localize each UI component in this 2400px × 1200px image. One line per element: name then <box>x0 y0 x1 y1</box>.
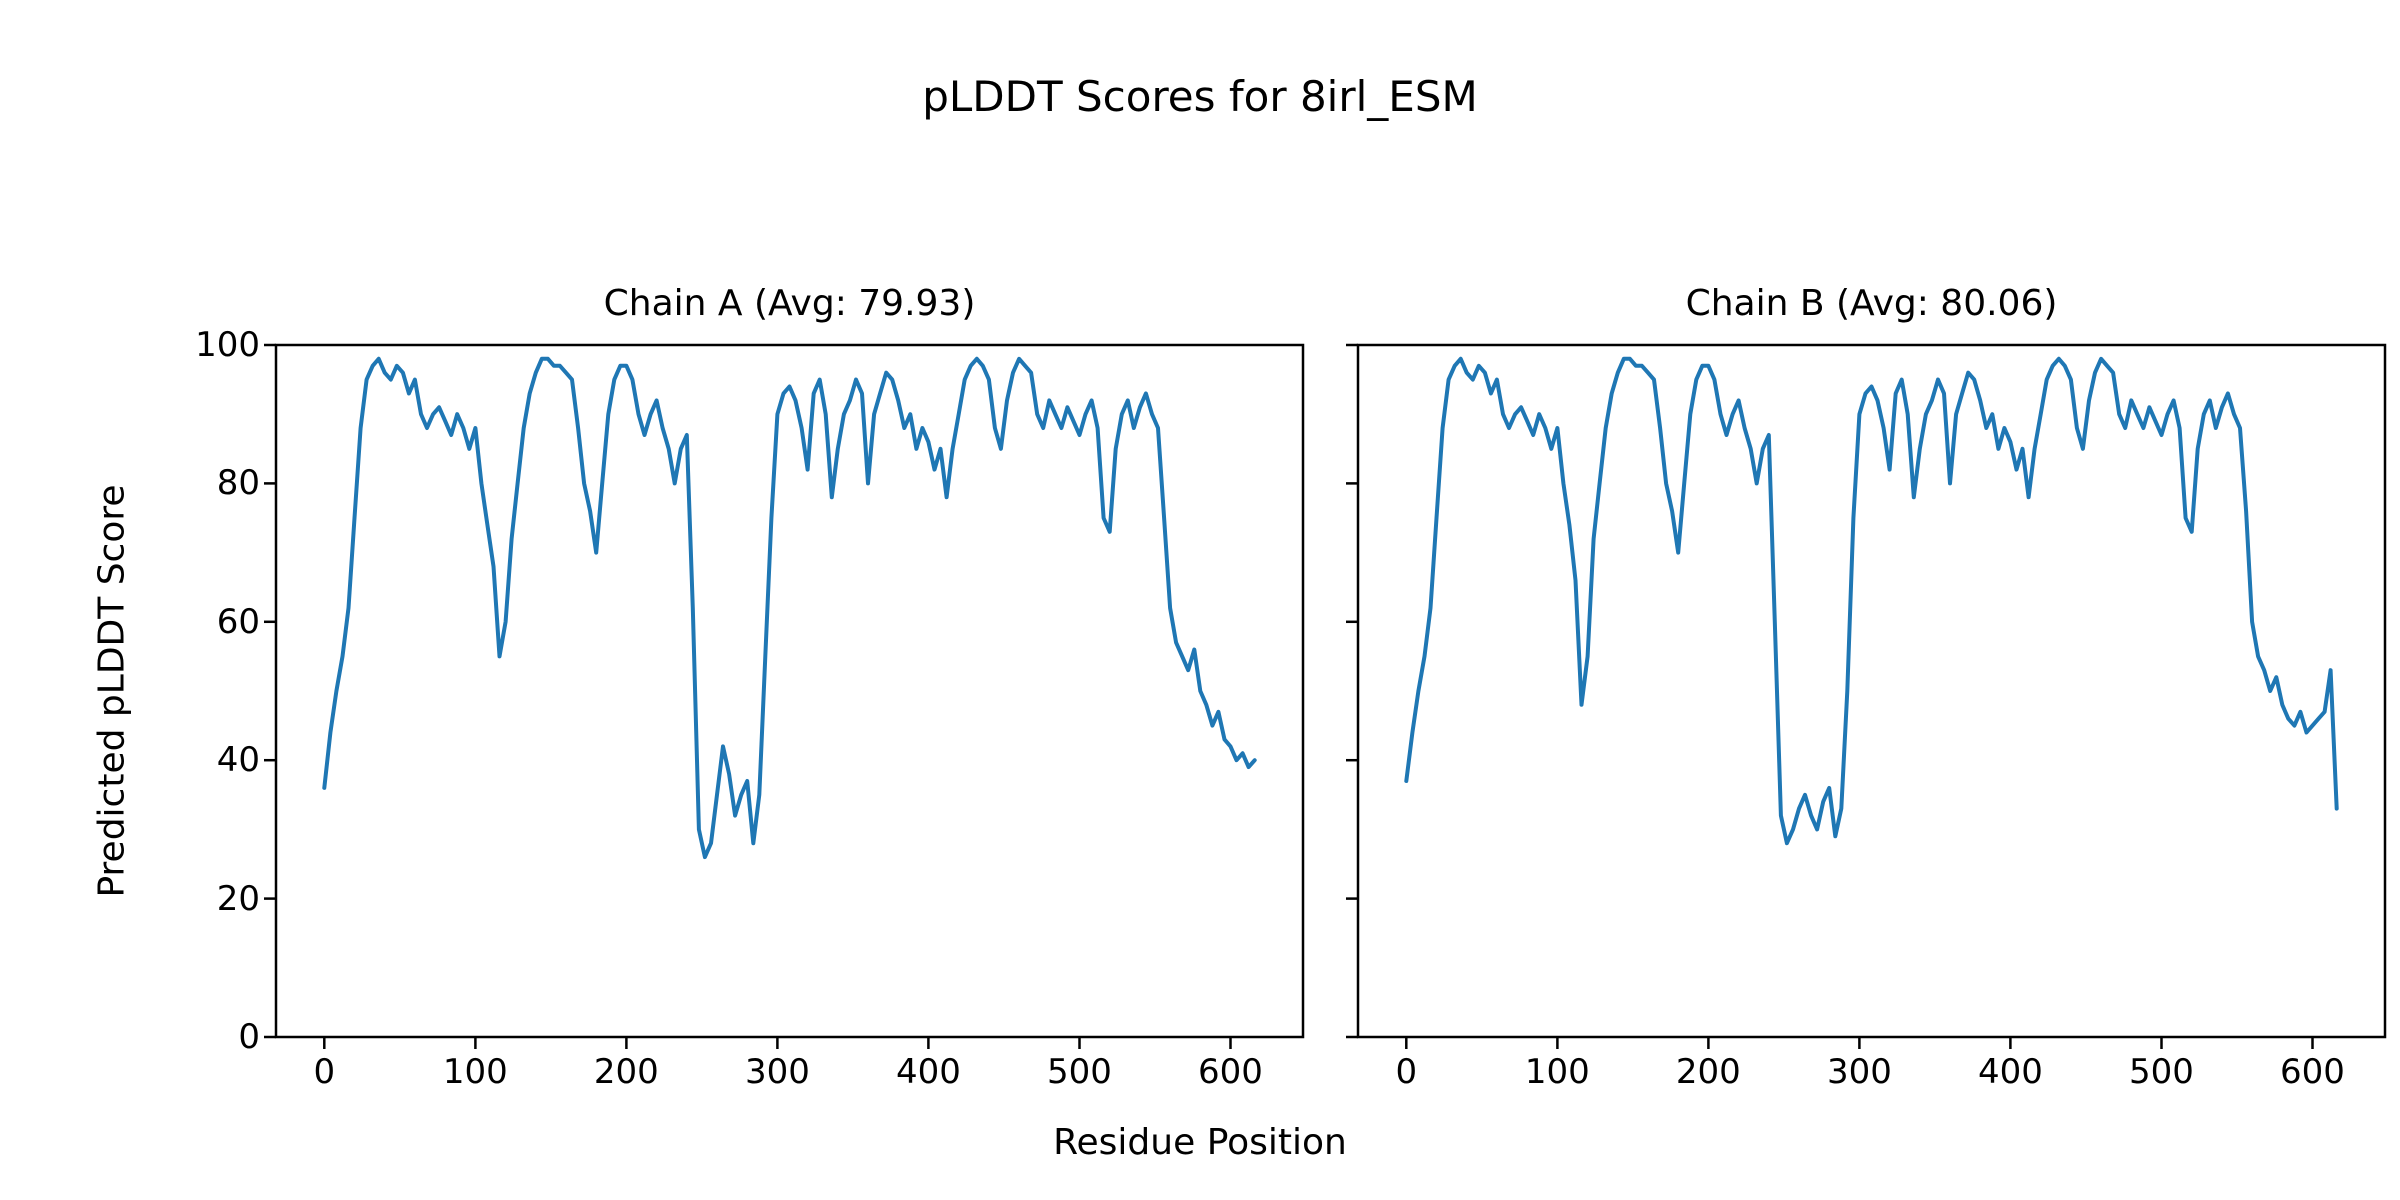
y-tick-label: 0 <box>238 1017 260 1057</box>
chain-b-chart-canvas <box>1346 343 2387 1049</box>
x-tick-label: 300 <box>1826 1052 1892 1092</box>
chain-b-plot: Chain B (Avg: 80.06) 0 100 200 300 400 500 600 <box>1346 283 2387 1089</box>
y-tick-label: 100 <box>195 325 260 365</box>
y-tick-label: 80 <box>216 463 260 504</box>
chain-a-subplot-title: Chain A (Avg: 79.93) <box>603 283 976 324</box>
chain-b-subplot-title: Chain B (Avg: 80.06) <box>1685 283 2058 324</box>
x-tick-label: 600 <box>2280 1052 2345 1092</box>
x-axis-label: Residue Position <box>1053 1122 1347 1163</box>
x-tick-label: 600 <box>1198 1052 1263 1092</box>
x-tick-label: 200 <box>1675 1052 1741 1092</box>
x-tick-label: 500 <box>2129 1052 2194 1092</box>
x-tick-label: 0 <box>313 1052 336 1092</box>
y-tick-label: 20 <box>216 878 260 919</box>
axes-spines <box>274 343 1305 1039</box>
axes-spines <box>1356 343 2387 1039</box>
x-tick-label: 400 <box>1977 1052 2043 1092</box>
x-tick-label: 100 <box>442 1052 508 1092</box>
chain-a-plot: Chain A (Avg: 79.93) 0 100 200 300 400 500 600… <box>195 283 1305 1089</box>
y-tick-label: 60 <box>216 601 260 642</box>
x-tick-label: 500 <box>1047 1052 1112 1092</box>
y-axis-label: Predicted pLDDT Score <box>91 484 133 898</box>
figure-title: pLDDT Scores for 8irl_ESM <box>922 72 1478 121</box>
plddt-line <box>322 356 1257 860</box>
y-tick-label: 40 <box>216 740 260 781</box>
x-tick-label: 400 <box>895 1052 961 1092</box>
plddt-line <box>1404 356 2339 846</box>
x-tick-label: 300 <box>744 1052 810 1092</box>
x-tick-label: 100 <box>1524 1052 1590 1092</box>
chain-a-chart-canvas <box>264 343 1305 1049</box>
x-tick-label: 0 <box>1395 1052 1418 1092</box>
x-tick-label: 200 <box>593 1052 659 1092</box>
